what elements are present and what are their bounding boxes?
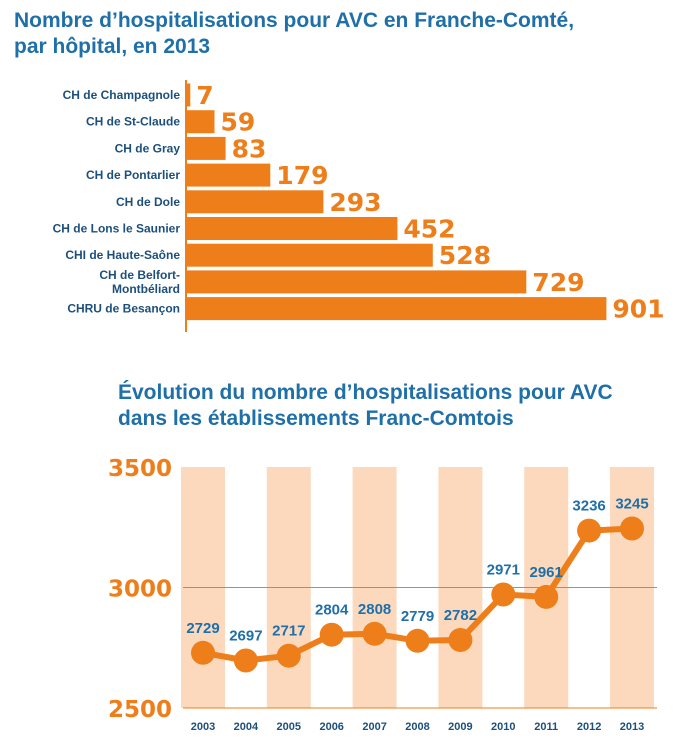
- point-2010: [491, 582, 516, 607]
- bar-category-label-0: CH de Champagnole: [63, 88, 181, 102]
- point-2012: [577, 518, 602, 543]
- x-tick-label-2009: 2009: [448, 721, 472, 733]
- bar-2: [187, 136, 226, 160]
- x-tick-label-2010: 2010: [491, 721, 515, 733]
- bar-category-label-8: CHRU de Besançon: [67, 302, 180, 316]
- data-label-2005: 2717: [272, 623, 305, 640]
- data-label-2010: 2971: [487, 562, 520, 579]
- bar-value-label-7: 729: [532, 268, 584, 297]
- bar-4: [187, 190, 324, 214]
- point-2006: [319, 622, 344, 647]
- point-2008: [405, 628, 430, 653]
- bar-1: [187, 110, 215, 134]
- line-chart-title-line1: Évolution du nombre d’hospitalisations p…: [118, 381, 613, 404]
- bar-value-label-4: 293: [329, 188, 381, 217]
- bar-0: [187, 83, 191, 107]
- bar-category-label-7-0: CH de Belfort-: [99, 268, 180, 282]
- y-tick-label-3500: 3500: [108, 456, 172, 482]
- point-2007: [362, 621, 387, 646]
- x-tick-label-2006: 2006: [319, 721, 343, 733]
- point-2011: [534, 584, 559, 609]
- data-label-2012: 3236: [572, 498, 605, 515]
- bar-category-label-7-1: Montbéliard: [112, 282, 180, 296]
- bar-chart-title-line1: Nombre d’hospitalisations pour AVC en Fr…: [14, 9, 575, 32]
- x-tick-label-2012: 2012: [577, 721, 601, 733]
- data-label-2008: 2779: [401, 608, 434, 625]
- bar-value-label-6: 528: [439, 241, 491, 270]
- bar-category-label-2: CH de Gray: [115, 141, 181, 155]
- line-chart-title-line2: dans les établissements Franc-Comtois: [118, 407, 514, 430]
- data-label-2007: 2808: [358, 601, 391, 618]
- bar-value-label-0: 7: [196, 81, 213, 110]
- x-tick-label-2005: 2005: [277, 721, 301, 733]
- x-tick-label-2011: 2011: [534, 721, 558, 733]
- bar-value-label-3: 179: [276, 161, 328, 190]
- bar-value-label-8: 901: [612, 295, 664, 324]
- x-tick-label-2007: 2007: [362, 721, 386, 733]
- x-tick-label-2004: 2004: [234, 721, 259, 733]
- x-tick-label-2013: 2013: [620, 721, 644, 733]
- bar-category-label-1: CH de St-Claude: [86, 115, 180, 129]
- data-label-2003: 2729: [186, 620, 219, 637]
- point-2009: [448, 628, 473, 652]
- bar-value-label-5: 452: [403, 215, 455, 244]
- point-2005: [276, 643, 301, 668]
- data-label-2009: 2782: [444, 607, 477, 624]
- bar-6: [187, 243, 433, 267]
- bar-7: [187, 270, 527, 294]
- data-label-2004: 2697: [229, 628, 262, 645]
- bar-category-label-6: CHI de Haute-Saône: [65, 248, 180, 262]
- data-label-2011: 2961: [530, 564, 563, 581]
- point-2013: [620, 516, 644, 541]
- point-2003: [191, 640, 215, 665]
- bar-value-label-2: 83: [232, 134, 267, 163]
- bar-category-label-4: CH de Dole: [116, 195, 180, 209]
- data-label-2006: 2804: [315, 602, 349, 619]
- bar-8: [187, 297, 607, 321]
- bar-3: [187, 163, 271, 187]
- bar-category-label-5: CH de Lons le Saunier: [53, 222, 181, 236]
- bar-category-label-3: CH de Pontarlier: [86, 168, 180, 182]
- y-tick-label-3000: 3000: [108, 577, 172, 603]
- bar-5: [187, 217, 398, 240]
- y-tick-label-2500: 2500: [108, 697, 172, 723]
- bar-chart-title-line2: par hôpital, en 2013: [14, 35, 211, 58]
- data-label-2013: 3245: [615, 496, 648, 513]
- bar-value-label-1: 59: [221, 108, 256, 137]
- point-2004: [233, 648, 258, 673]
- x-tick-label-2008: 2008: [405, 721, 429, 733]
- x-tick-label-2003: 2003: [191, 721, 215, 733]
